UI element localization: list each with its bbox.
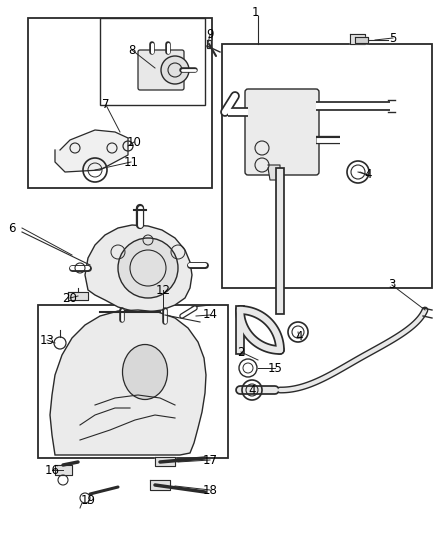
Text: 17: 17: [202, 454, 218, 466]
Circle shape: [118, 238, 178, 298]
Text: 7: 7: [102, 99, 110, 111]
Polygon shape: [55, 465, 72, 475]
Text: 10: 10: [127, 135, 141, 149]
Ellipse shape: [123, 344, 167, 400]
Circle shape: [161, 56, 189, 84]
Polygon shape: [155, 457, 175, 466]
FancyBboxPatch shape: [138, 50, 184, 90]
Text: 5: 5: [389, 31, 397, 44]
Text: 9: 9: [206, 28, 214, 42]
Text: 18: 18: [202, 483, 217, 497]
Bar: [100, 18, 205, 105]
Bar: [38, 305, 228, 458]
Polygon shape: [268, 165, 280, 180]
Text: 4: 4: [364, 168, 372, 182]
Text: 3: 3: [389, 279, 396, 292]
Text: 14: 14: [202, 309, 218, 321]
Text: 1: 1: [251, 5, 259, 19]
Polygon shape: [55, 130, 128, 172]
Text: 8: 8: [128, 44, 136, 56]
FancyBboxPatch shape: [245, 89, 319, 175]
Text: 6: 6: [8, 222, 16, 235]
Text: 19: 19: [81, 494, 95, 506]
Text: 4: 4: [295, 330, 303, 343]
Text: 20: 20: [63, 292, 78, 304]
Polygon shape: [68, 292, 88, 300]
Polygon shape: [207, 40, 211, 48]
Polygon shape: [350, 34, 365, 44]
Bar: [222, 44, 432, 288]
Text: 16: 16: [45, 464, 60, 477]
Text: 2: 2: [237, 345, 245, 359]
Text: 15: 15: [268, 361, 283, 375]
Text: 12: 12: [155, 284, 170, 296]
Polygon shape: [85, 225, 192, 312]
Text: 13: 13: [39, 334, 54, 346]
Polygon shape: [355, 37, 368, 43]
Text: 11: 11: [124, 156, 138, 168]
Polygon shape: [50, 310, 206, 455]
Bar: [28, 18, 212, 188]
Text: 4: 4: [248, 384, 256, 397]
Polygon shape: [150, 480, 170, 490]
